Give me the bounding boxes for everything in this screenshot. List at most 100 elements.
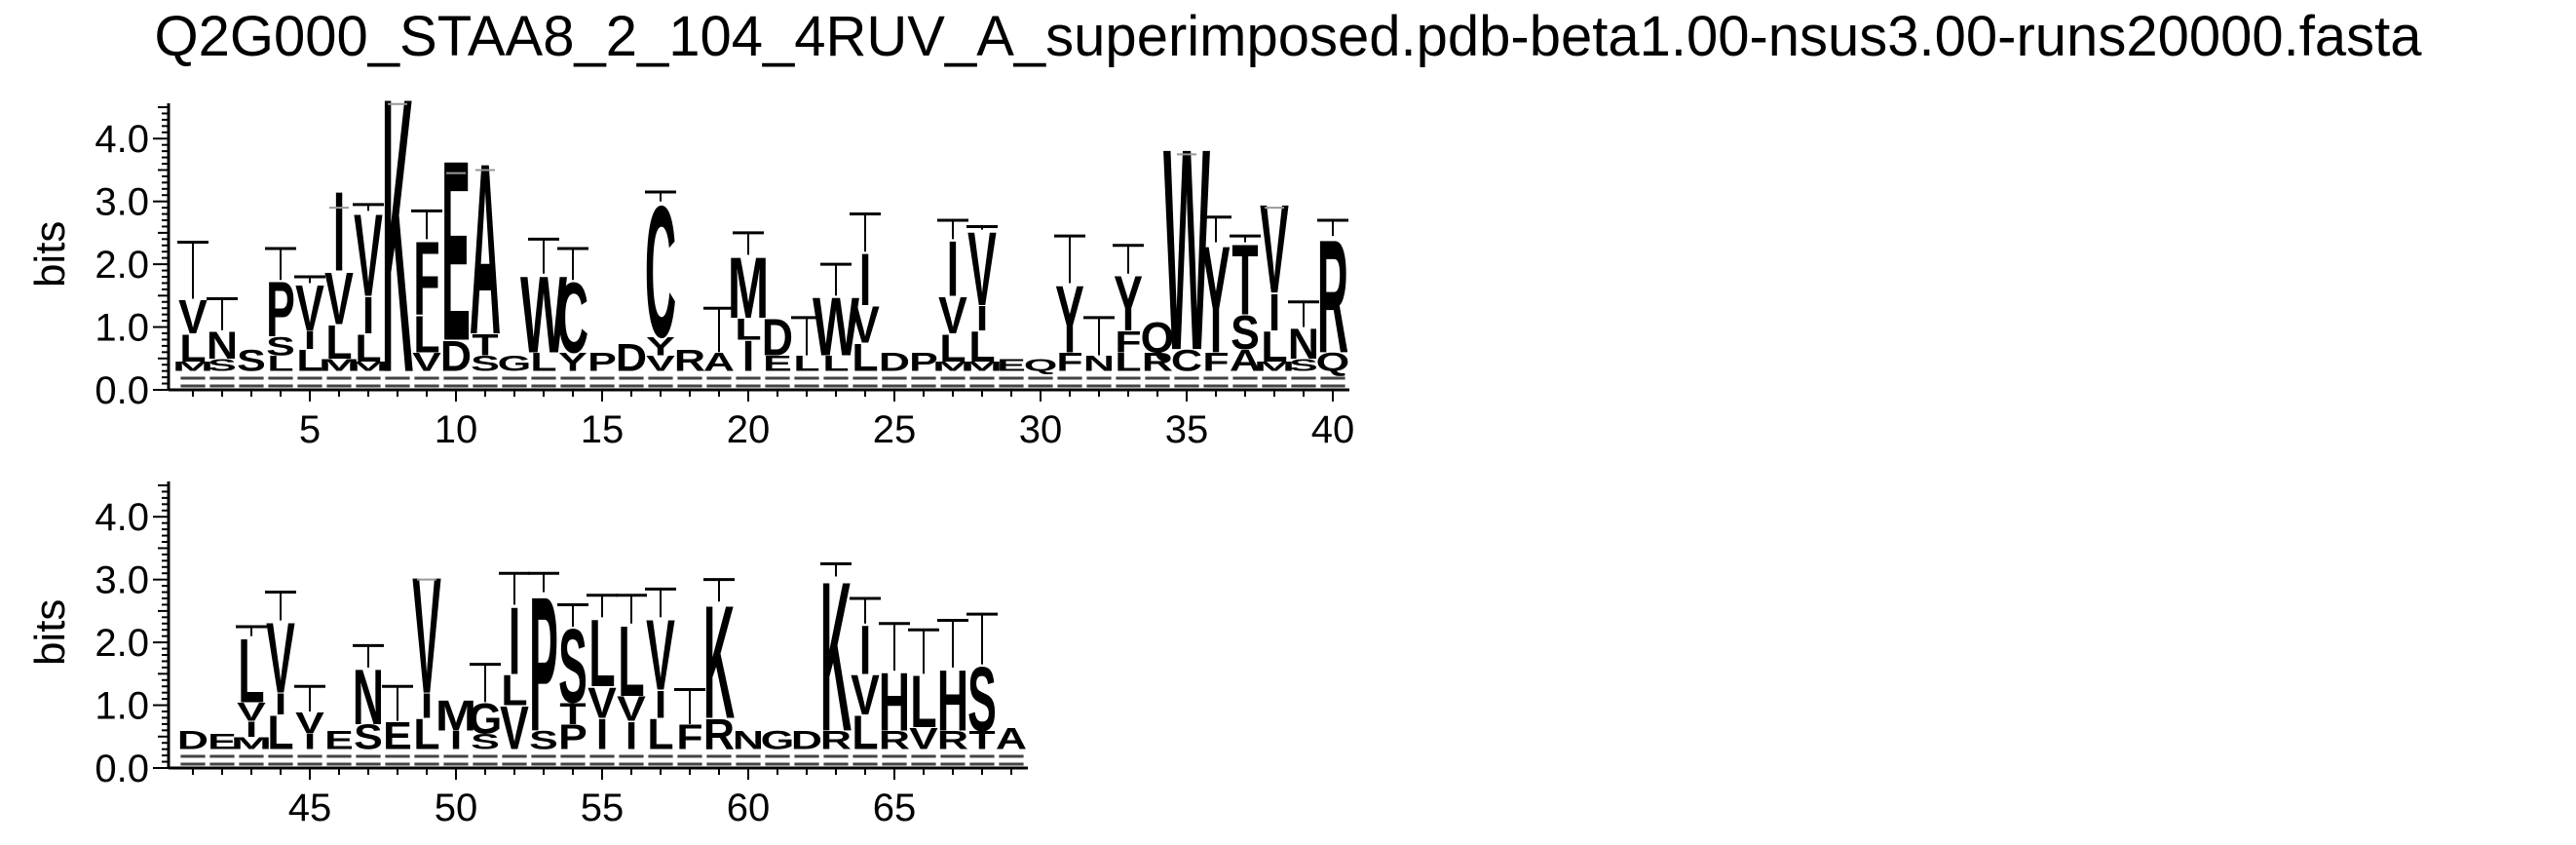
letter-glyph: A xyxy=(470,113,501,386)
y-tick-label: 2.0 xyxy=(95,244,149,287)
y-tick-label: 4.0 xyxy=(95,118,149,161)
letter-glyph: S xyxy=(354,717,383,757)
letter-glyph: M xyxy=(319,356,360,375)
letter-glyph: K xyxy=(382,17,413,455)
letter-glyph: D xyxy=(177,726,208,755)
letter-glyph: L xyxy=(413,711,439,759)
letter-glyph: Y xyxy=(558,348,587,377)
letter-glyph: A xyxy=(1230,344,1261,378)
letter-glyph: R xyxy=(820,726,852,755)
letter-glyph: D xyxy=(791,726,822,755)
letter-glyph: L xyxy=(325,316,352,369)
letter-glyph: V xyxy=(500,694,529,762)
x-tick-label: 65 xyxy=(873,787,917,829)
x-tick-label: 30 xyxy=(1019,408,1063,451)
x-tick-label: 45 xyxy=(288,787,332,829)
y-tick-label: 3.0 xyxy=(95,559,149,602)
letter-glyph: V xyxy=(412,543,441,728)
letter-glyph: V xyxy=(617,689,646,729)
letter-glyph: L xyxy=(413,305,439,364)
letter-glyph: P xyxy=(909,348,938,377)
letter-glyph: I xyxy=(450,726,462,755)
letter-glyph: E xyxy=(441,108,471,395)
letter-glyph: G xyxy=(761,726,795,755)
letter-glyph: S xyxy=(529,726,558,755)
letter-glyph: F xyxy=(1115,326,1141,360)
letter-glyph: S xyxy=(558,609,587,725)
y-tick-label: 1.0 xyxy=(95,685,149,728)
letter-glyph: I xyxy=(742,333,754,381)
x-tick-label: 55 xyxy=(581,787,625,829)
y-tick-label: 3.0 xyxy=(95,181,149,224)
letter-glyph: M xyxy=(728,240,769,337)
x-tick-label: 15 xyxy=(581,408,625,451)
y-tick-label: 0.0 xyxy=(95,748,149,790)
letter-glyph: V xyxy=(178,290,208,344)
letter-glyph: L xyxy=(852,336,878,380)
x-tick-label: 35 xyxy=(1165,408,1209,451)
letter-glyph: N xyxy=(207,324,238,367)
letter-glyph: Q xyxy=(1141,314,1175,362)
letter-glyph: I xyxy=(655,682,666,726)
letter-glyph: L xyxy=(267,352,293,376)
letter-glyph: L xyxy=(530,348,556,377)
letter-glyph: G xyxy=(469,695,503,743)
letter-glyph: V xyxy=(851,663,880,726)
letter-glyph: L xyxy=(852,707,878,760)
letter-glyph: W xyxy=(1163,89,1210,410)
letter-glyph: D xyxy=(762,309,793,367)
letter-glyph: M xyxy=(436,692,476,741)
letter-glyph: Y xyxy=(646,331,675,361)
letter-glyph: N xyxy=(733,726,764,755)
letter-glyph: R xyxy=(703,711,735,759)
letter-glyph: L xyxy=(822,352,849,376)
letter-glyph: T xyxy=(559,697,587,731)
x-tick-label: 10 xyxy=(435,408,478,451)
letter-glyph: E xyxy=(763,352,792,376)
letter-glyph: V xyxy=(587,679,617,727)
letter-glyph: R xyxy=(937,726,968,755)
letter-glyph: V xyxy=(295,707,324,741)
chart-title: Q2G000_STAA8_2_104_4RUV_A_superimposed.p… xyxy=(154,5,2422,68)
letter-glyph: V xyxy=(324,258,354,340)
letter-glyph: I xyxy=(304,730,316,754)
letter-glyph: I xyxy=(509,589,520,696)
letter-glyph: V xyxy=(354,191,383,322)
letter-glyph: I xyxy=(304,326,316,355)
y-tick-label: 4.0 xyxy=(95,496,149,539)
letter-glyph: L xyxy=(910,662,936,744)
letter-glyph: S xyxy=(1289,356,1318,375)
letter-glyph: D xyxy=(879,348,910,377)
y-tick-label: 0.0 xyxy=(95,369,149,412)
letter-glyph: G xyxy=(498,352,532,376)
letter-glyph: L xyxy=(355,326,381,370)
letter-glyph: T xyxy=(472,328,499,363)
letter-glyph: I xyxy=(333,168,345,295)
letter-glyph: E xyxy=(208,730,237,754)
letter-glyph: A xyxy=(703,348,735,377)
x-tick-label: 40 xyxy=(1311,408,1355,451)
letter-glyph: P xyxy=(529,558,558,772)
letter-glyph: S xyxy=(208,356,237,375)
letter-glyph: F xyxy=(413,221,439,337)
letter-glyph: I xyxy=(976,298,988,338)
letter-glyph: I xyxy=(246,717,257,742)
letter-glyph: Y xyxy=(1114,259,1143,347)
letter-glyph: Y xyxy=(1055,267,1084,374)
letter-glyph: Y xyxy=(1201,215,1231,385)
letter-glyph: V xyxy=(237,698,266,727)
letter-glyph: E xyxy=(324,726,354,755)
letter-glyph: L xyxy=(588,601,615,709)
letter-glyph: N xyxy=(353,653,384,741)
x-tick-label: 60 xyxy=(727,787,771,829)
letter-glyph: L xyxy=(968,324,995,371)
letter-glyph: M xyxy=(172,359,213,373)
letter-glyph: A xyxy=(996,722,1027,756)
letter-glyph: D xyxy=(616,336,647,380)
letter-glyph: R xyxy=(1142,348,1173,377)
letter-glyph: V xyxy=(1260,177,1289,320)
letter-glyph: I xyxy=(596,711,608,759)
letter-glyph: S xyxy=(1231,306,1260,360)
letter-glyph: L xyxy=(1115,348,1141,377)
